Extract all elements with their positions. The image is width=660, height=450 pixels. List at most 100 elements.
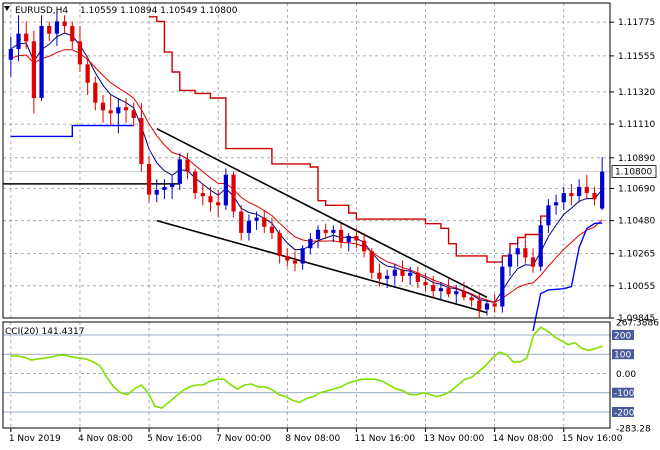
candle — [500, 260, 505, 313]
candle-body — [70, 25, 75, 42]
price-label: 1.10480 — [618, 217, 655, 227]
candle — [446, 278, 451, 298]
candle-body — [223, 174, 228, 206]
candles — [8, 10, 605, 318]
candle-body — [93, 82, 98, 103]
candle-body — [131, 110, 136, 118]
candle-body — [77, 41, 83, 65]
candle — [492, 294, 497, 313]
candle-body — [208, 196, 213, 203]
candle — [93, 76, 98, 111]
candle-body — [177, 159, 182, 184]
candle — [338, 223, 344, 249]
candle — [415, 266, 420, 289]
price-panel-frame — [2, 2, 611, 319]
candle-body — [193, 171, 198, 194]
time-label: 14 Nov 08:00 — [493, 434, 554, 444]
candle — [484, 300, 490, 316]
candle-body — [246, 220, 252, 233]
candle-body — [216, 202, 221, 206]
candle-body — [200, 193, 205, 197]
candle — [323, 223, 328, 240]
candle-body — [377, 272, 382, 279]
candle — [231, 171, 236, 218]
candle — [354, 228, 359, 249]
candle — [538, 220, 543, 272]
lower-step-line-recent — [532, 222, 603, 332]
candle — [47, 21, 52, 42]
candle — [8, 36, 13, 77]
cci-panel-frame — [2, 321, 611, 429]
candle — [285, 248, 290, 267]
candle — [515, 242, 520, 267]
candle — [577, 179, 582, 203]
candle-body — [47, 25, 52, 34]
candle — [469, 294, 474, 307]
candle-body — [24, 33, 29, 42]
candle-body — [139, 117, 144, 164]
time-label: 11 Nov 16:00 — [354, 434, 415, 444]
candle — [546, 199, 551, 233]
candle-body — [231, 174, 236, 212]
candle — [300, 245, 305, 270]
slow-moving-average — [10, 49, 603, 303]
candle — [200, 183, 205, 206]
candle — [361, 232, 367, 258]
candle-body — [146, 163, 152, 195]
cci-grid — [3, 322, 610, 428]
time-label: 5 Nov 16:00 — [147, 434, 202, 444]
lower-step-line — [10, 124, 134, 138]
candle — [600, 157, 605, 211]
axis-labels: 1.11775 1.11555 1.11320 1.11110 1.10890 1.106… — [9, 18, 659, 444]
price-label: 1.10690 — [618, 184, 655, 194]
chart-symbol: EURUSD,H4 — [15, 6, 68, 16]
candle — [385, 269, 390, 289]
candle-body — [239, 211, 244, 233]
current-price-box — [611, 165, 657, 179]
price-label: 1.10265 — [618, 250, 655, 260]
candle-body — [277, 232, 282, 256]
candle — [185, 153, 190, 180]
upper-step-line — [149, 16, 549, 263]
candle-body — [31, 41, 36, 99]
price-label: 1.11320 — [618, 88, 655, 98]
candle — [177, 153, 182, 191]
candle — [154, 179, 159, 203]
upper-trendline — [156, 127, 488, 299]
candle-body — [154, 190, 159, 195]
candle — [269, 217, 275, 240]
candle — [477, 294, 482, 318]
candle — [223, 168, 228, 210]
candle-body — [269, 226, 275, 233]
candle — [24, 21, 29, 49]
cci-level-label: -283.28 — [616, 425, 651, 435]
candle-body — [361, 240, 367, 252]
candle — [108, 94, 113, 126]
candle — [62, 15, 67, 34]
time-label: 4 Nov 08:00 — [78, 434, 133, 444]
candle — [530, 248, 536, 273]
lower-trendline — [156, 219, 488, 314]
chart-menu-triangle-icon[interactable] — [4, 6, 10, 11]
candle-body — [292, 260, 298, 264]
cci-level-label: -100 — [614, 389, 635, 399]
candle-body — [62, 21, 67, 26]
candle — [169, 174, 175, 200]
candle-body — [484, 303, 490, 310]
candle-body — [530, 257, 536, 267]
candle — [553, 194, 559, 215]
price-indicators — [3, 16, 603, 332]
cci-title: CCI(20) 141.4317 — [5, 327, 85, 337]
candle — [77, 25, 83, 72]
cci-level-label: 200 — [614, 331, 631, 341]
candle — [16, 15, 21, 62]
candle — [246, 214, 252, 241]
candle — [100, 94, 106, 123]
current-price-label: 1.10800 — [615, 168, 652, 178]
candle-body — [385, 275, 390, 279]
candle — [139, 102, 144, 172]
candle — [277, 229, 282, 264]
candle-body — [592, 193, 597, 200]
candle — [315, 225, 321, 249]
